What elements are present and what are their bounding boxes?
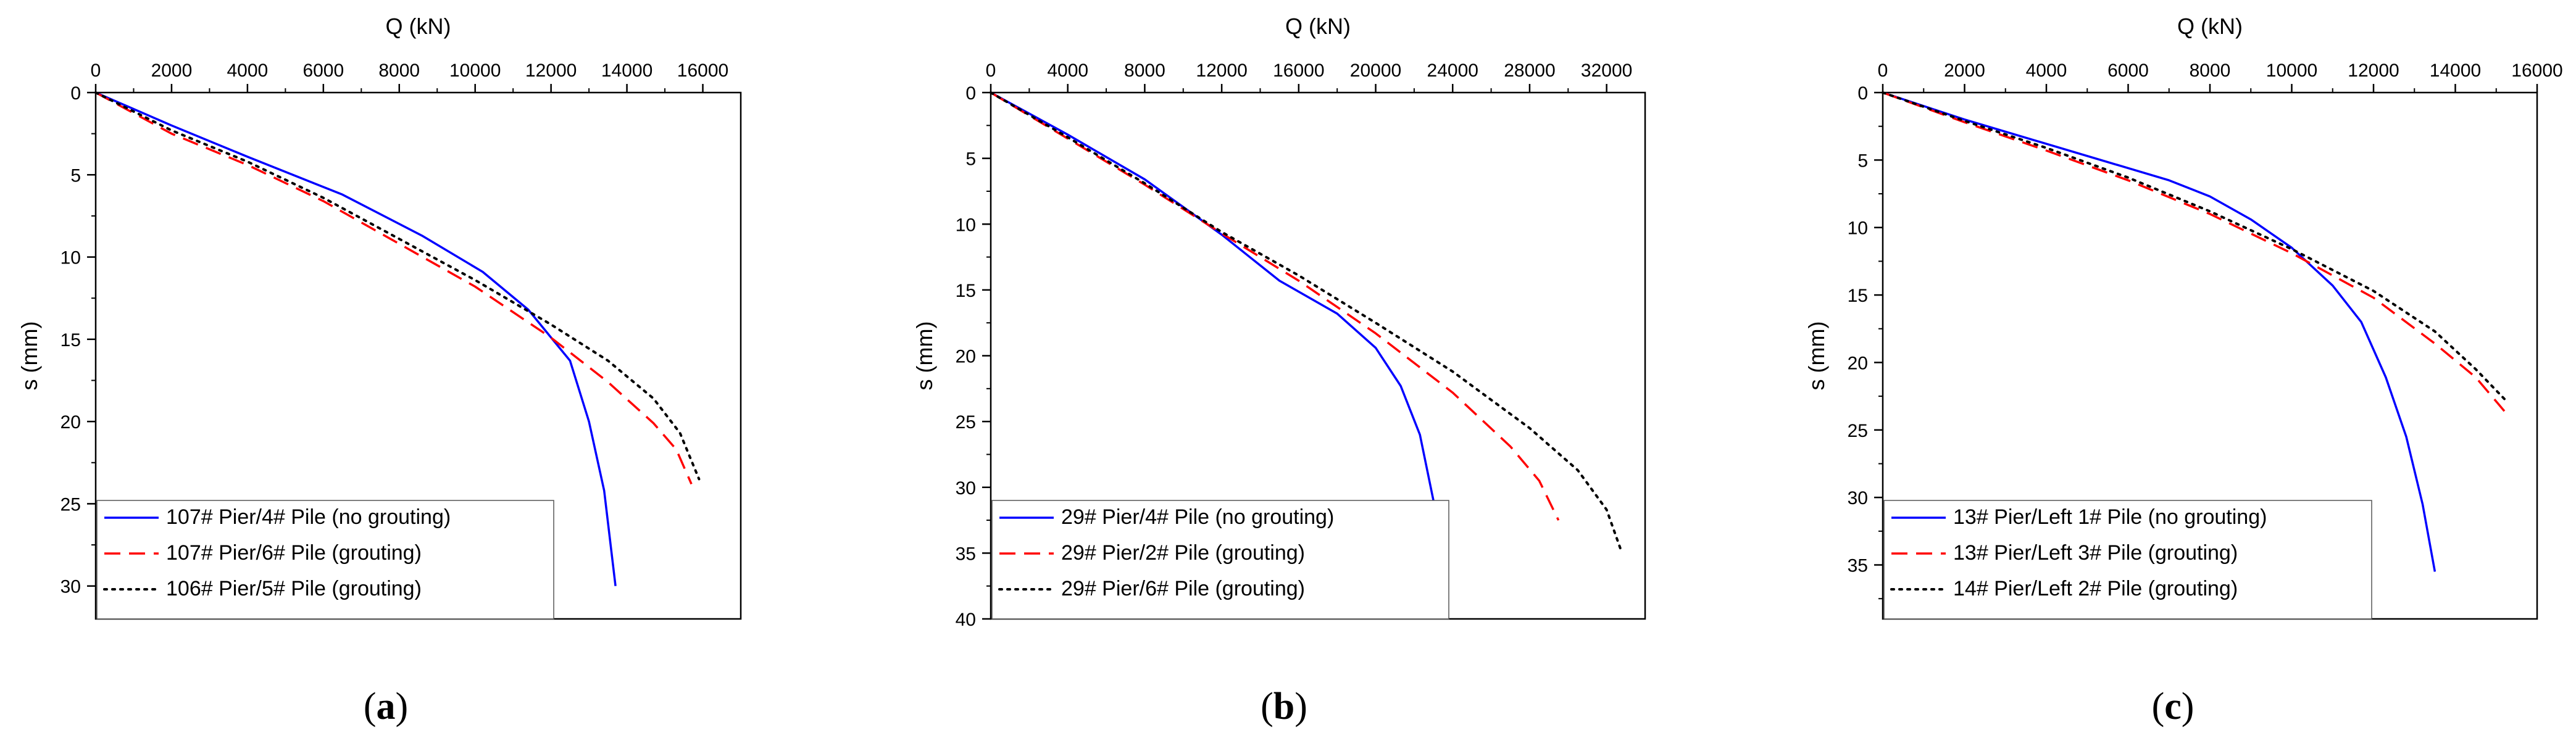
chart-panel-c: 0 2000 4000 6000 8000 10000 12000 14000 16000 0 5 1… [1804, 14, 2563, 728]
y-tick-label: 10 [956, 215, 976, 235]
series-line-3 [990, 91, 1624, 555]
series-line-2 [1882, 91, 2506, 412]
panel-label: (b) [1261, 686, 1307, 728]
x-tick-label: 6000 [302, 60, 344, 81]
legend-label-3: 106# Pier/5# Pile (grouting) [166, 577, 422, 600]
y-tick-label: 30 [60, 577, 81, 597]
y-tick-label: 35 [1848, 556, 1868, 576]
legend: 107# Pier/4# Pile (no grouting) 107# Pier… [96, 500, 554, 620]
chart-panel-a: 0 2000 4000 6000 8000 10000 12000 14000 16000 0 5 1… [17, 14, 742, 728]
x-tick-label: 12000 [525, 60, 577, 81]
panel-label-letter: c [2164, 686, 2182, 728]
panel-label: (c) [2152, 686, 2195, 728]
legend-label-2: 107# Pier/6# Pile (grouting) [166, 541, 422, 565]
y-tick-label: 0 [1857, 83, 1868, 104]
panel-label-paren: ( [1261, 686, 1273, 728]
x-tick-label: 8000 [2190, 60, 2231, 81]
legend-label-2: 13# Pier/Left 3# Pile (grouting) [1953, 541, 2238, 565]
legend-label-1: 29# Pier/4# Pile (no grouting) [1061, 505, 1334, 529]
panel-label-paren: ( [2152, 686, 2165, 728]
x-tick-label: 24000 [1427, 60, 1478, 81]
x-tick-label: 16000 [1273, 60, 1324, 81]
series-line-2 [95, 91, 693, 485]
x-tick-label: 20000 [1350, 60, 1401, 81]
x-tick-label: 14000 [601, 60, 652, 81]
legend-label-3: 14# Pier/Left 2# Pile (grouting) [1953, 577, 2238, 600]
y-tick-label: 40 [956, 610, 976, 630]
x-tick-label: 0 [1878, 60, 1888, 81]
x-tick-label: 12000 [1196, 60, 1247, 81]
x-tick-label: 14000 [2430, 60, 2481, 81]
y-tick-label: 10 [60, 248, 81, 268]
legend-label-1: 13# Pier/Left 1# Pile (no grouting) [1953, 505, 2267, 529]
legend-label-3: 29# Pier/6# Pile (grouting) [1061, 577, 1305, 600]
y-tick-label: 5 [1857, 151, 1868, 171]
x-tick-label: 32000 [1581, 60, 1632, 81]
y-axis-title: s (mm) [1804, 321, 1829, 391]
panel-label: (a) [364, 686, 408, 728]
legend-box [96, 500, 554, 620]
y-tick-label: 20 [60, 412, 81, 433]
x-tick-label: 2000 [151, 60, 193, 81]
panel-label-paren: ) [396, 686, 409, 728]
legend-box [1883, 500, 2372, 620]
y-tick-label: 15 [60, 330, 81, 350]
x-tick-label: 4000 [1047, 60, 1088, 81]
series-line-1 [95, 91, 617, 586]
x-tick-label: 12000 [2348, 60, 2399, 81]
x-tick-label: 2000 [1944, 60, 1985, 81]
y-tick-label: 5 [70, 165, 81, 186]
x-tick-label: 28000 [1504, 60, 1555, 81]
y-tick-label: 20 [1848, 353, 1868, 373]
panel-label-letter: a [377, 686, 396, 728]
y-tick-label: 30 [1848, 488, 1868, 508]
x-axis-title: Q (kN) [1285, 14, 1351, 39]
panel-label-paren: ) [1294, 686, 1307, 728]
y-axis-title: s (mm) [912, 321, 937, 391]
y-axis-title: s (mm) [17, 321, 42, 391]
legend: 29# Pier/4# Pile (no grouting) 29# Pier/2… [991, 500, 1449, 620]
x-tick-label: 8000 [1124, 60, 1165, 81]
y-tick-label: 15 [1848, 286, 1868, 306]
y-tick-label: 20 [956, 347, 976, 367]
x-tick-label: 16000 [677, 60, 728, 81]
x-tick-label: 4000 [227, 60, 269, 81]
y-tick-label: 25 [60, 494, 81, 515]
y-tick-label: 15 [956, 281, 976, 301]
x-tick-label: 10000 [449, 60, 501, 81]
legend-label-1: 107# Pier/4# Pile (no grouting) [166, 505, 451, 529]
y-tick-label: 25 [1848, 421, 1868, 441]
x-axis-title: Q (kN) [386, 14, 451, 39]
x-tick-label: 6000 [2107, 60, 2149, 81]
series-line-1 [1882, 91, 2436, 572]
legend-box [991, 500, 1449, 620]
y-tick-label: 10 [1848, 218, 1868, 239]
series-line-2 [990, 91, 1560, 521]
x-tick-label: 0 [986, 60, 996, 81]
y-tick-label: 0 [965, 83, 976, 104]
x-tick-label: 10000 [2266, 60, 2317, 81]
x-tick-label: 4000 [2026, 60, 2067, 81]
x-tick-label: 0 [91, 60, 101, 81]
y-tick-label: 35 [956, 544, 976, 564]
series-line-3 [94, 91, 701, 481]
y-tick-label: 0 [70, 83, 81, 104]
series-line-1 [990, 91, 1444, 586]
y-tick-label: 30 [956, 478, 976, 499]
y-tick-label: 25 [956, 412, 976, 433]
panel-label-letter: b [1273, 686, 1294, 728]
legend: 13# Pier/Left 1# Pile (no grouting) 13# P… [1883, 500, 2372, 620]
x-tick-label: 8000 [378, 60, 420, 81]
x-tick-label: 16000 [2511, 60, 2562, 81]
panel-label-paren: ( [364, 686, 377, 728]
chart-panel-b: 0 4000 8000 12000 16000 20000 24000 28000 32000 0… [912, 14, 1646, 728]
legend-label-2: 29# Pier/2# Pile (grouting) [1061, 541, 1305, 565]
x-axis-title: Q (kN) [2177, 14, 2243, 39]
y-tick-label: 5 [965, 149, 976, 170]
series-line-3 [1882, 91, 2506, 400]
panel-label-paren: ) [2182, 686, 2195, 728]
